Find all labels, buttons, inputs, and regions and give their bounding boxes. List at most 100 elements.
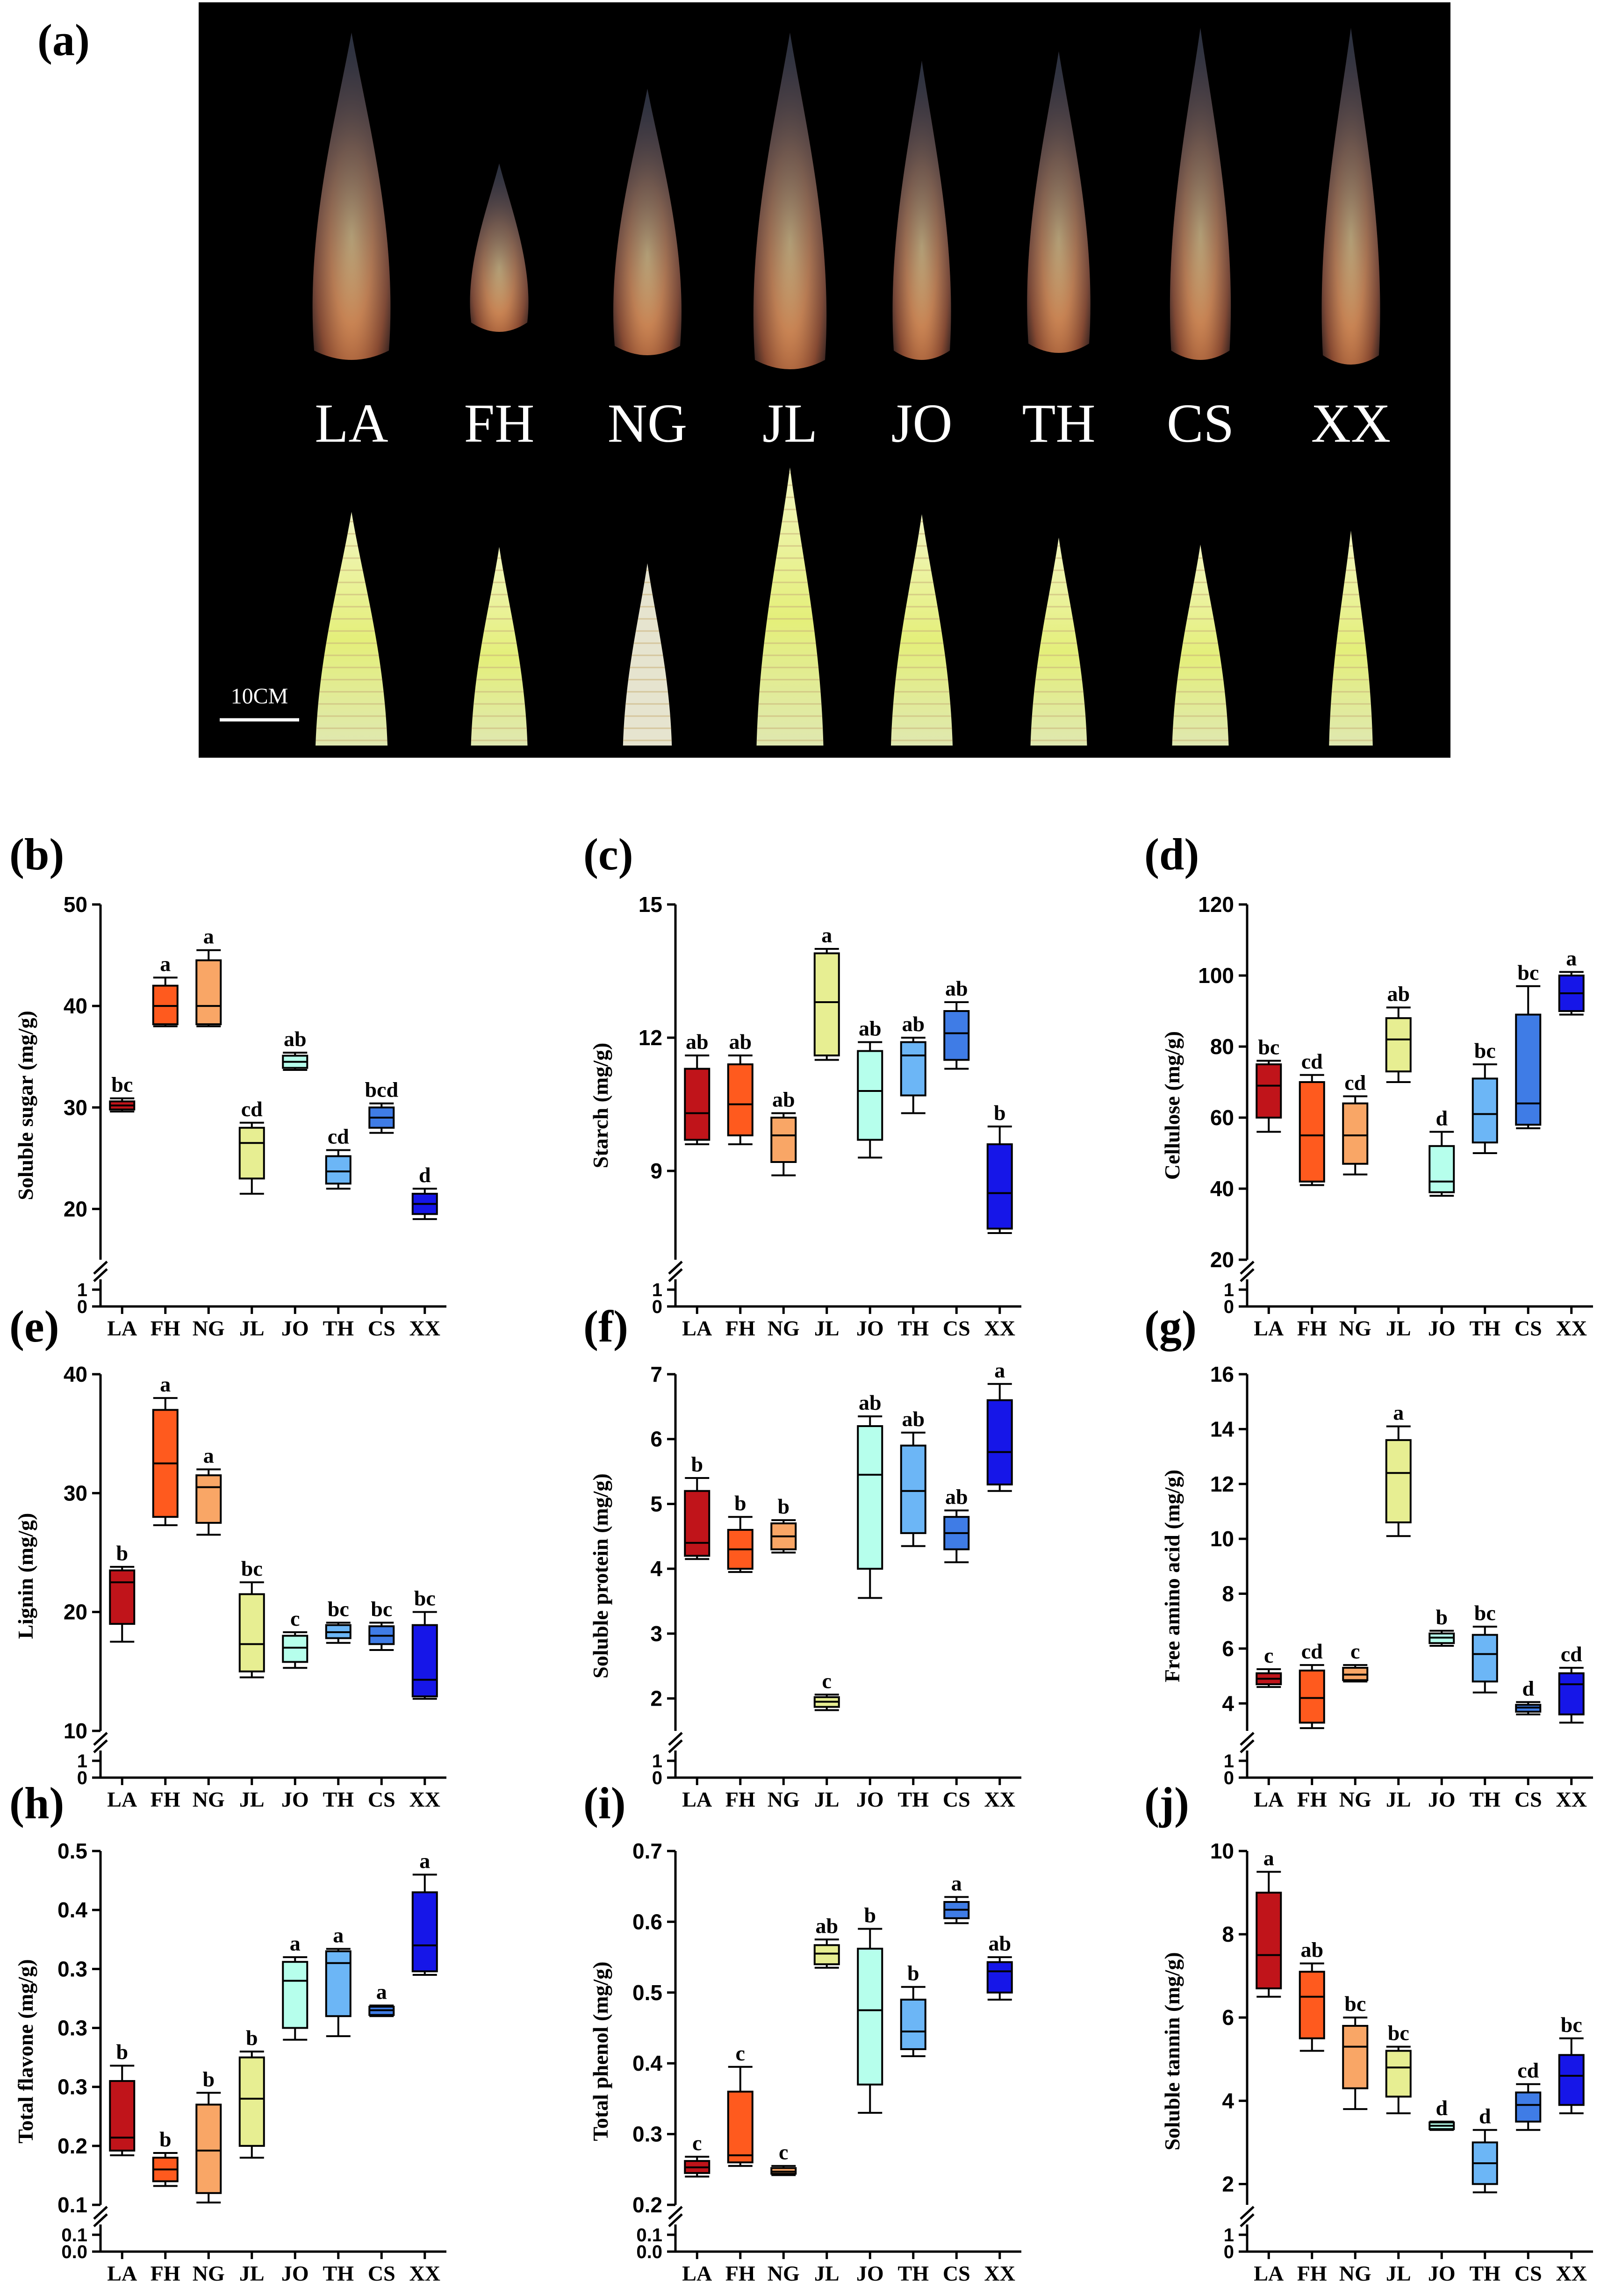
significance-letter: b bbox=[159, 2127, 172, 2151]
y-tick-label: 7 bbox=[650, 1362, 662, 1386]
significance-letter: b bbox=[907, 1961, 919, 1985]
box-iqr bbox=[986, 1143, 1013, 1230]
x-tick-label: FH bbox=[1297, 1787, 1327, 1811]
box-jl: b bbox=[238, 2026, 265, 2159]
panel-label: (b) bbox=[9, 829, 64, 879]
y-tick-label: 6 bbox=[1222, 2005, 1234, 2030]
significance-letter: bc bbox=[241, 1557, 263, 1580]
peeled-rings bbox=[1172, 545, 1229, 746]
peeled-shoot-jl bbox=[756, 467, 824, 746]
shoot-tip-shade bbox=[1321, 28, 1380, 365]
box-iqr bbox=[195, 959, 222, 1026]
y-tick-label: 1 bbox=[1224, 1280, 1234, 1300]
box-iqr bbox=[900, 1444, 926, 1534]
significance-letter: ab bbox=[729, 1030, 752, 1054]
peeled-rings bbox=[756, 467, 824, 746]
y-tick-label: 3 bbox=[650, 1622, 662, 1646]
significance-letter: a bbox=[376, 1980, 387, 2004]
chart-panel-d: (d) Cellulose (mg/g) 20 40 60 80 100 120 01 bc LA c… bbox=[1144, 829, 1593, 1340]
box-iqr bbox=[152, 984, 179, 1026]
box-jo: b bbox=[857, 1903, 883, 2114]
x-tick-label: NG bbox=[193, 2261, 225, 2285]
y-tick-label: 60 bbox=[1210, 1105, 1234, 1130]
axis-break-mark bbox=[1240, 2206, 1255, 2220]
y-tick-label: 0 bbox=[1224, 1768, 1234, 1788]
box-iqr bbox=[1342, 1102, 1369, 1165]
box-iqr bbox=[238, 2056, 265, 2147]
box-iqr bbox=[1385, 1439, 1412, 1523]
box-iqr bbox=[1256, 1063, 1282, 1119]
box-iqr bbox=[986, 1399, 1013, 1485]
y-tick-label: 10 bbox=[64, 1719, 87, 1743]
significance-letter: a bbox=[994, 1358, 1005, 1382]
axis-break-mark bbox=[93, 1732, 108, 1746]
x-tick-label: CS bbox=[943, 1316, 970, 1340]
box-iqr bbox=[1299, 1971, 1325, 2039]
box-cs: ab bbox=[943, 1485, 970, 1564]
box-iqr bbox=[282, 1635, 309, 1663]
significance-letter: b bbox=[1436, 1605, 1448, 1629]
panel-label: (h) bbox=[9, 1778, 64, 1828]
axis-break-mark bbox=[1240, 1732, 1255, 1746]
box-cs: d bbox=[1515, 1676, 1542, 1715]
x-tick-label: CS bbox=[943, 1787, 970, 1811]
box-xx: ab bbox=[986, 1931, 1013, 2001]
peeled-rings bbox=[316, 512, 388, 746]
peeled-rings bbox=[891, 514, 953, 746]
box-iqr bbox=[1515, 1013, 1542, 1126]
box-la: b bbox=[109, 1541, 136, 1643]
axis-break-mark bbox=[93, 1739, 108, 1753]
box-iqr bbox=[1558, 2054, 1585, 2106]
y-tick-label: 12 bbox=[1210, 1472, 1234, 1496]
box-xx: bc bbox=[1558, 2013, 1585, 2115]
box-jo: d bbox=[1428, 2096, 1455, 2131]
box-iqr bbox=[109, 1569, 136, 1625]
y-tick-label: 14 bbox=[1210, 1417, 1235, 1441]
chart-panel-f: (f) Soluble protein (mg/g) 2 3 4 5 6 7 01 b LA b FH b… bbox=[583, 1301, 1021, 1811]
box-iqr bbox=[1342, 2025, 1369, 2089]
box-jl: a bbox=[813, 923, 840, 1061]
significance-letter: ab bbox=[902, 1407, 925, 1431]
axis-break-mark bbox=[1240, 1739, 1255, 1753]
significance-letter: a bbox=[419, 1849, 430, 1873]
bamboo-shoot-ng: NG bbox=[608, 89, 687, 454]
significance-letter: ab bbox=[1387, 982, 1410, 1005]
box-fh: ab bbox=[727, 1030, 754, 1145]
accession-label-la: LA bbox=[315, 393, 388, 454]
box-iqr bbox=[195, 1474, 222, 1524]
box-iqr bbox=[1515, 2091, 1542, 2123]
chart-panels: (b)Soluble sugar (mg/g)2030405001bcLAaFH… bbox=[9, 829, 1593, 2285]
significance-letter: a bbox=[1566, 946, 1577, 970]
y-tick-label: 0.4 bbox=[632, 2051, 662, 2075]
box-ng: bc bbox=[1342, 1992, 1369, 2110]
peeled-rings bbox=[623, 563, 672, 746]
box-la: a bbox=[1256, 1846, 1282, 1998]
x-tick-label: LA bbox=[107, 2261, 137, 2285]
box-jo: d bbox=[1428, 1106, 1455, 1197]
box-iqr bbox=[813, 952, 840, 1056]
bamboo-shoot-jo: JO bbox=[891, 61, 953, 454]
y-tick-label: 0 bbox=[652, 1297, 662, 1317]
significance-letter: c bbox=[692, 2131, 702, 2155]
x-tick-label: XX bbox=[1556, 1316, 1587, 1340]
y-tick-label: 120 bbox=[1198, 892, 1234, 917]
box-iqr bbox=[857, 1425, 883, 1570]
significance-letter: d bbox=[419, 1163, 431, 1187]
box-iqr bbox=[900, 1998, 926, 2050]
significance-letter: a bbox=[1263, 1846, 1274, 1870]
box-iqr bbox=[986, 1961, 1013, 1994]
y-tick-label: 0.3 bbox=[632, 2122, 662, 2146]
box-th: d bbox=[1471, 2104, 1498, 2194]
panel-label: (j) bbox=[1144, 1778, 1189, 1828]
significance-letter: ab bbox=[859, 1017, 882, 1040]
y-tick-label: 10 bbox=[1210, 1839, 1234, 1863]
box-iqr bbox=[238, 1593, 265, 1672]
y-axis-label: Lignin (mg/g) bbox=[14, 1513, 37, 1639]
x-tick-label: TH bbox=[898, 1787, 929, 1811]
significance-letter: bc bbox=[328, 1597, 349, 1621]
significance-letter: cd bbox=[1301, 1639, 1323, 1663]
x-tick-label: JO bbox=[281, 1787, 309, 1811]
panel-label: (f) bbox=[583, 1301, 628, 1351]
peeled-rings bbox=[1030, 538, 1087, 746]
box-ng: a bbox=[195, 925, 222, 1027]
